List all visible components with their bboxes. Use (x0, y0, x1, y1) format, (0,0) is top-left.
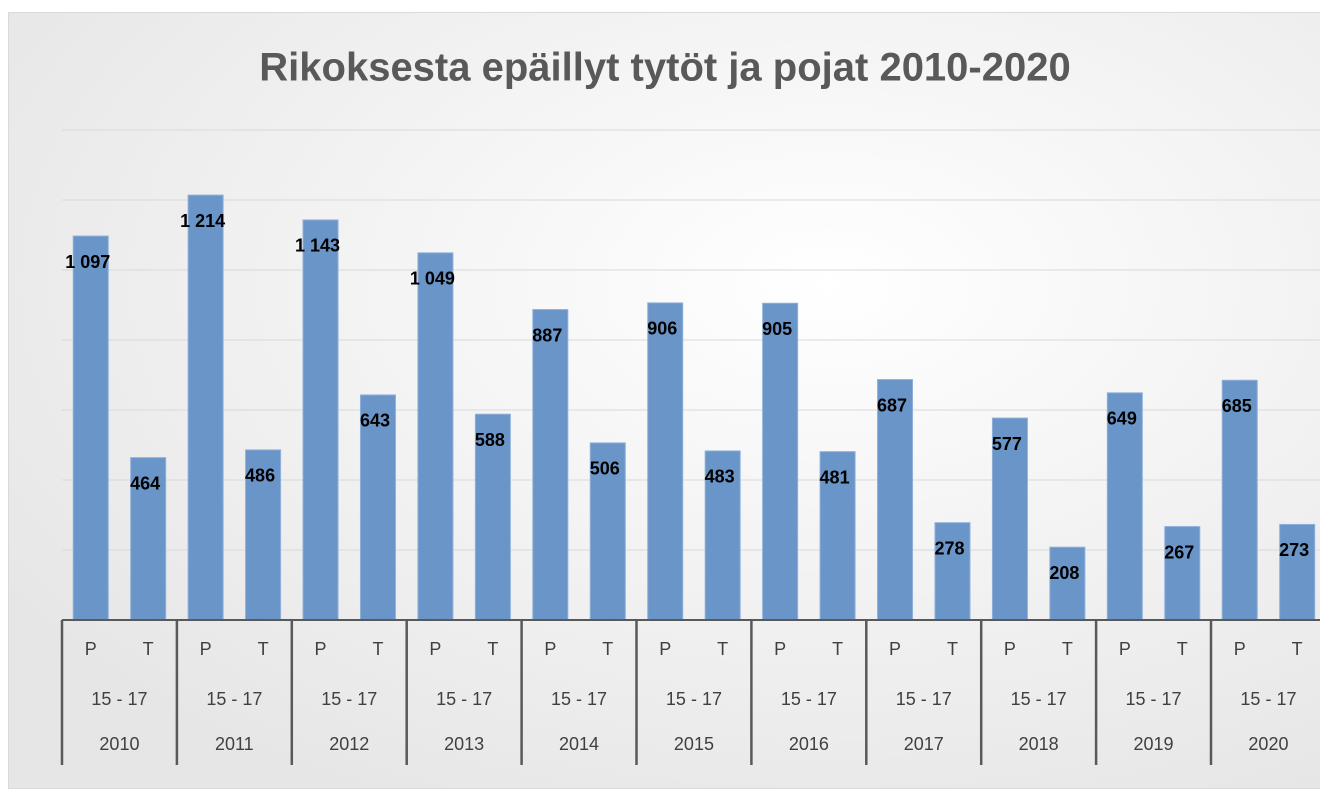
bar (245, 449, 282, 621)
group-label: 2010 (99, 734, 139, 754)
group-sublabel: 15 - 17 (1126, 689, 1182, 709)
bar (647, 302, 684, 621)
group-label: 2012 (329, 734, 369, 754)
x-tick-label: P (200, 639, 212, 659)
x-tick-label: P (544, 639, 556, 659)
x-tick-label: T (717, 639, 728, 659)
group-label: 2013 (444, 734, 484, 754)
group-label: 2018 (1019, 734, 1059, 754)
group-label: 2011 (215, 734, 254, 754)
bar (819, 451, 856, 621)
bar (1164, 526, 1201, 621)
data-label: 905 (762, 319, 792, 339)
group-sublabel: 15 - 17 (781, 689, 837, 709)
data-label: 273 (1279, 540, 1309, 560)
bar (877, 379, 914, 621)
bar (1106, 392, 1143, 621)
x-tick-label: P (1119, 639, 1131, 659)
x-tick-label: T (258, 639, 269, 659)
data-label: 278 (934, 538, 964, 558)
group-label: 2015 (674, 734, 714, 754)
group-sublabel: 15 - 17 (1011, 689, 1067, 709)
group-label: 2014 (559, 734, 599, 754)
bar (1049, 546, 1086, 621)
group-sublabel: 15 - 17 (436, 689, 492, 709)
group-label: 2017 (904, 734, 944, 754)
x-tick-label: P (889, 639, 901, 659)
bar (72, 235, 109, 621)
data-label: 1 097 (65, 252, 110, 272)
group-sublabel: 15 - 17 (1240, 689, 1296, 709)
bar (474, 413, 511, 621)
bar (302, 219, 339, 621)
bar (187, 194, 224, 621)
bar (359, 394, 396, 621)
data-label: 464 (130, 473, 160, 493)
x-tick-label: P (429, 639, 441, 659)
bar (934, 522, 971, 621)
bar (1221, 379, 1258, 621)
x-tick-label: T (1177, 639, 1188, 659)
bar (130, 457, 167, 621)
x-tick-label: T (947, 639, 958, 659)
data-label: 685 (1222, 396, 1252, 416)
bar (991, 417, 1028, 621)
group-sublabel: 15 - 17 (896, 689, 952, 709)
group-sublabel: 15 - 17 (551, 689, 607, 709)
x-tick-label: T (832, 639, 843, 659)
x-tick-label: P (659, 639, 671, 659)
data-label: 486 (245, 466, 275, 486)
data-label: 687 (877, 395, 907, 415)
data-label: 208 (1049, 563, 1079, 583)
x-tick-label: T (143, 639, 154, 659)
data-label: 577 (992, 434, 1022, 454)
data-label: 588 (475, 430, 505, 450)
bar (417, 252, 454, 621)
x-tick-label: T (1292, 639, 1303, 659)
data-label: 649 (1107, 409, 1137, 429)
x-tick-label: T (1062, 639, 1073, 659)
bar (532, 309, 569, 621)
bar (1279, 523, 1316, 621)
group-label: 2019 (1134, 734, 1174, 754)
group-sublabel: 15 - 17 (91, 689, 147, 709)
group-label: 2020 (1248, 734, 1288, 754)
data-label: 887 (532, 325, 562, 345)
x-tick-label: P (774, 639, 786, 659)
x-tick-label: P (85, 639, 97, 659)
data-label: 506 (590, 459, 620, 479)
data-label: 481 (820, 467, 850, 487)
group-sublabel: 15 - 17 (206, 689, 262, 709)
data-label: 1 214 (180, 211, 225, 231)
data-label: 643 (360, 411, 390, 431)
bar (762, 302, 799, 621)
x-tick-label: T (487, 639, 498, 659)
data-label: 1 143 (295, 236, 340, 256)
data-label: 483 (705, 467, 735, 487)
x-tick-label: T (372, 639, 383, 659)
x-tick-label: P (315, 639, 327, 659)
data-label: 267 (1164, 542, 1194, 562)
x-tick-label: P (1004, 639, 1016, 659)
x-tick-label: P (1234, 639, 1246, 659)
chart-title: Rikoksesta epäillyt tytöt ja pojat 2010-… (259, 46, 1070, 90)
data-label: 1 049 (410, 269, 455, 289)
data-label: 906 (647, 319, 677, 339)
group-sublabel: 15 - 17 (321, 689, 377, 709)
group-sublabel: 15 - 17 (666, 689, 722, 709)
x-tick-label: T (602, 639, 613, 659)
group-label: 2016 (789, 734, 829, 754)
